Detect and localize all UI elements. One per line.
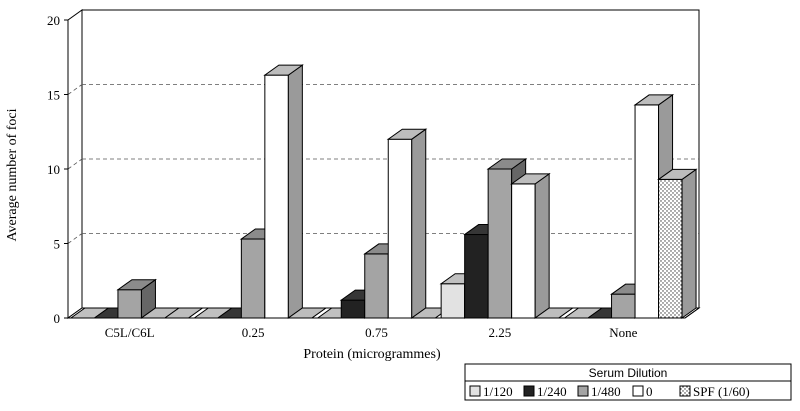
bar-top <box>510 173 551 185</box>
x-axis-title: Protein (microgrammes) <box>303 347 441 362</box>
y-tick-label: 10 <box>47 162 60 177</box>
bar <box>116 278 158 319</box>
legend-item: 1/480 <box>577 384 621 399</box>
bar <box>386 128 428 319</box>
bar-front <box>511 183 536 319</box>
y-tick-label: 15 <box>47 88 60 103</box>
bar-side <box>287 64 303 319</box>
bar-front <box>340 299 366 319</box>
bar-top <box>633 94 675 106</box>
legend-label: 0 <box>646 384 653 399</box>
bar-top <box>656 168 698 180</box>
y-axis-ticks: 0 5 10 15 20 <box>47 13 68 326</box>
legend-title: Serum Dilution <box>589 366 668 380</box>
legend-swatch <box>523 385 535 397</box>
legend-item: 0 <box>632 384 653 399</box>
bar <box>263 64 304 319</box>
y-tick-label: 5 <box>54 237 61 252</box>
legend-swatch <box>469 385 481 397</box>
y-tick-label: 0 <box>54 311 61 326</box>
bar-front <box>440 283 466 319</box>
bar <box>656 168 698 319</box>
x-tick-label: None <box>609 325 637 340</box>
bar-top <box>486 158 528 170</box>
legend-label: 1/480 <box>591 384 621 399</box>
legend-frame <box>464 363 792 401</box>
legend-item: 1/120 <box>469 384 513 399</box>
y-tick-label: 20 <box>47 13 60 28</box>
bar <box>510 172 551 319</box>
bars <box>69 64 698 319</box>
legend-item: 1/240 <box>523 384 567 399</box>
legend: Serum Dilution 1/120 1/240 1/480 0 SPF (1/60… <box>464 363 792 401</box>
gridline-depth <box>67 84 83 95</box>
legend-label: 1/120 <box>483 384 513 399</box>
legend-label: SPF (1/60) <box>693 384 750 399</box>
bar-side <box>681 168 697 319</box>
bar-top <box>263 64 304 76</box>
bar-front <box>464 234 489 319</box>
legend-item: SPF (1/60) <box>679 384 750 399</box>
bar-front <box>387 138 413 319</box>
bar-front <box>264 74 289 319</box>
legend-swatch <box>632 385 644 397</box>
legend-swatch <box>577 385 589 397</box>
y-axis-title: Average number of foci <box>5 108 20 241</box>
legend-label: 1/240 <box>537 384 567 399</box>
bar-front <box>364 253 389 319</box>
bar-side <box>534 172 550 319</box>
legend-swatch <box>679 385 691 397</box>
floor-right-edge <box>684 307 700 319</box>
x-tick-label: 0.25 <box>242 325 265 340</box>
bar-front <box>658 178 683 319</box>
bar-front <box>487 168 513 319</box>
bar-side <box>411 128 427 319</box>
bar-front <box>117 289 142 319</box>
bar-front <box>611 293 636 319</box>
x-axis-ticks: C5L/C6L 0.25 0.75 2.25 None <box>105 325 638 340</box>
bar-top <box>386 128 428 140</box>
gridline-depth <box>67 233 83 244</box>
x-tick-label: 2.25 <box>489 325 512 340</box>
bar-front <box>240 238 266 319</box>
bar-front <box>634 104 660 319</box>
bar-top <box>116 279 158 291</box>
x-tick-label: C5L/C6L <box>105 325 155 340</box>
x-tick-label: 0.75 <box>365 325 388 340</box>
gridline-depth <box>67 158 83 170</box>
